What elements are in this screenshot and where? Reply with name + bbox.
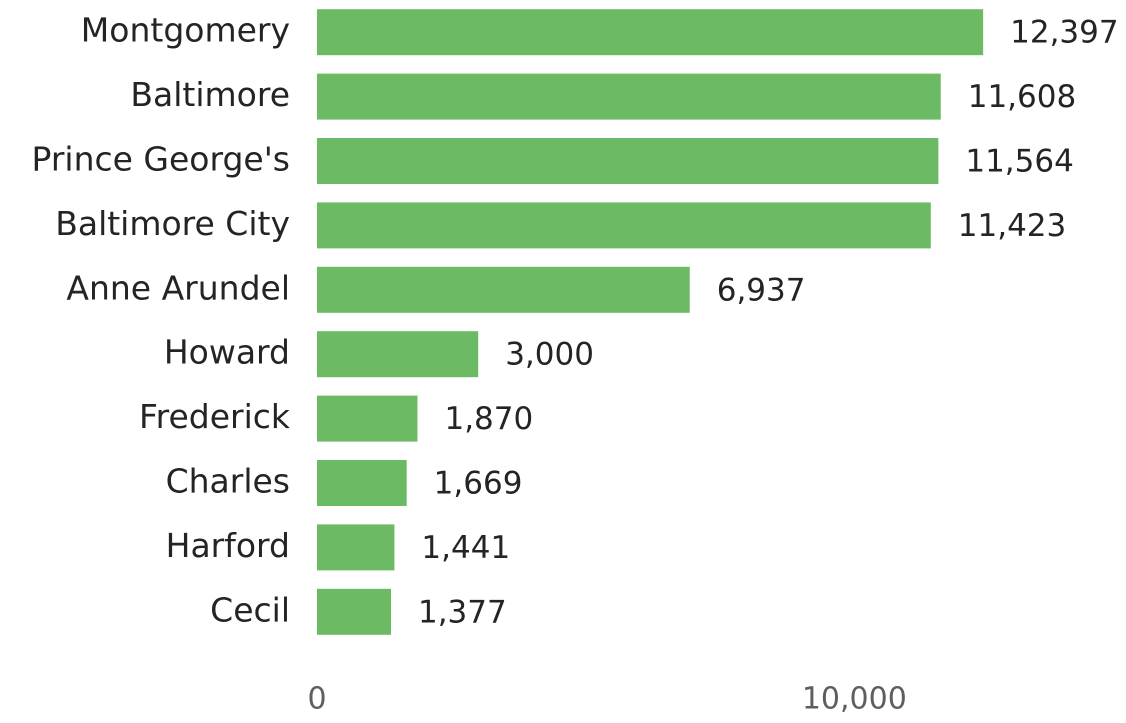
bar — [317, 73, 941, 120]
y-tick-label: Prince George's — [32, 140, 290, 179]
data-label: 1,377 — [418, 594, 507, 630]
y-tick-label: Montgomery — [81, 11, 290, 50]
bar — [317, 202, 931, 249]
y-tick-label: Harford — [166, 526, 290, 565]
data-label: 11,423 — [958, 208, 1066, 244]
bar — [317, 331, 479, 378]
data-label: 6,937 — [717, 272, 806, 308]
data-label: 1,669 — [434, 466, 523, 502]
y-tick-label: Howard — [164, 333, 290, 372]
bar — [317, 588, 391, 635]
data-label: 11,564 — [965, 144, 1073, 180]
y-tick-label: Baltimore — [130, 75, 290, 114]
data-label: 1,870 — [444, 401, 533, 437]
data-label: 3,000 — [505, 337, 594, 373]
x-tick-label: 10,000 — [802, 682, 907, 717]
x-tick-label: 0 — [307, 682, 326, 717]
bar — [317, 460, 407, 506]
data-label: 12,397 — [1010, 15, 1118, 51]
bar — [317, 524, 395, 571]
bar — [317, 395, 418, 442]
bar — [317, 9, 984, 56]
data-label: 11,608 — [968, 79, 1076, 115]
y-tick-label: Anne Arundel — [66, 268, 290, 307]
y-tick-label: Frederick — [139, 397, 291, 436]
bar — [317, 266, 690, 313]
bar — [317, 138, 939, 184]
data-label: 1,441 — [421, 530, 510, 566]
y-tick-label: Charles — [166, 462, 290, 501]
y-tick-label: Baltimore City — [55, 204, 290, 243]
y-tick-label: Cecil — [210, 590, 290, 629]
